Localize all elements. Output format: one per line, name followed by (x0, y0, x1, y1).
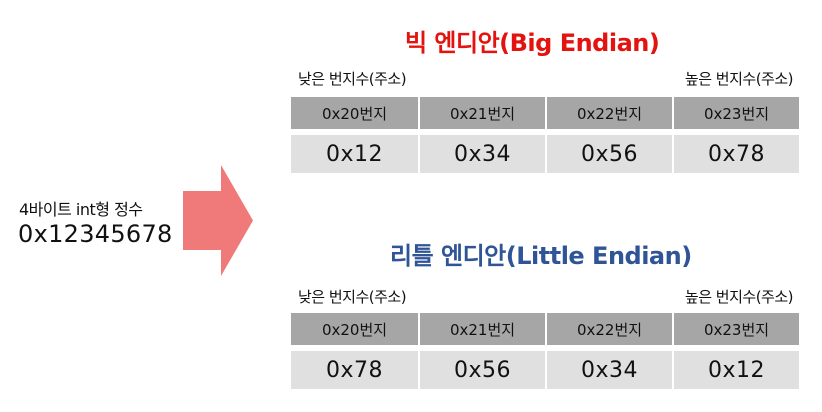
little-endian-address-cell: 0x23번지 (672, 313, 799, 345)
big-endian-byte-cell: 0x12 (291, 135, 418, 173)
little-endian-byte-cell: 0x78 (291, 351, 418, 389)
big-endian-title: 빅 엔디안(Big Endian) (405, 29, 660, 57)
source-value: 0x12345678 (18, 220, 173, 248)
big-endian-address-row: 0x20번지 0x21번지 0x22번지 0x23번지 (291, 97, 799, 129)
right-arrow-icon (183, 165, 253, 276)
big-endian-address-cell: 0x21번지 (418, 97, 545, 129)
big-endian-address-cell: 0x22번지 (545, 97, 672, 129)
big-endian-byte-cell: 0x78 (672, 135, 799, 173)
little-endian-byte-cell: 0x12 (672, 351, 799, 389)
big-endian-high-address-label: 높은 번지수(주소) (684, 70, 794, 88)
big-endian-address-cell: 0x23번지 (672, 97, 799, 129)
big-endian-address-cell: 0x20번지 (291, 97, 418, 129)
little-endian-low-address-label: 낮은 번지수(주소) (298, 288, 407, 306)
arrow-shape (183, 165, 253, 276)
little-endian-address-cell: 0x20번지 (291, 313, 418, 345)
little-endian-high-address-label: 높은 번지수(주소) (684, 288, 794, 306)
little-endian-address-cell: 0x21번지 (418, 313, 545, 345)
little-endian-address-row: 0x20번지 0x21번지 0x22번지 0x23번지 (291, 313, 799, 345)
source-type-label: 4바이트 int형 정수 (19, 200, 143, 219)
big-endian-byte-cell: 0x34 (418, 135, 545, 173)
little-endian-address-cell: 0x22번지 (545, 313, 672, 345)
little-endian-byte-cell: 0x34 (545, 351, 672, 389)
big-endian-byte-row: 0x12 0x34 0x56 0x78 (291, 135, 799, 173)
big-endian-low-address-label: 낮은 번지수(주소) (298, 70, 407, 88)
little-endian-byte-cell: 0x56 (418, 351, 545, 389)
big-endian-byte-cell: 0x56 (545, 135, 672, 173)
little-endian-title: 리틀 엔디안(Little Endian) (390, 242, 692, 270)
little-endian-byte-row: 0x78 0x56 0x34 0x12 (291, 351, 799, 389)
